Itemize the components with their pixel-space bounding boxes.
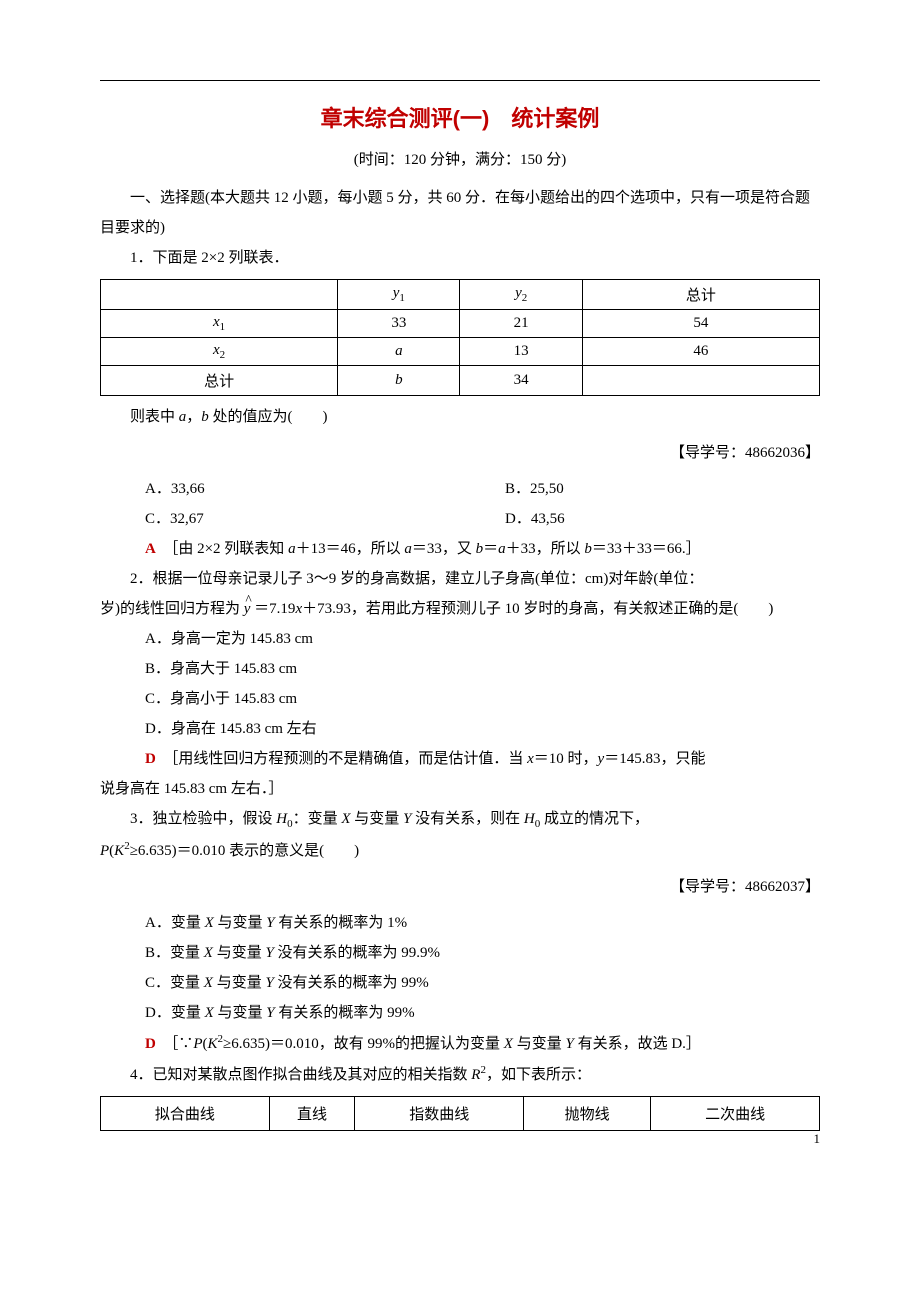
cell: 总计 xyxy=(582,280,819,310)
cell: a xyxy=(338,338,460,366)
q1-reference: 【导学号：48662036】 xyxy=(100,438,820,468)
q1-after-table: 则表中 a，b 处的值应为( ) xyxy=(100,402,820,432)
q2-option-d: D．身高在 145.83 cm 左右 xyxy=(100,714,820,744)
q2-option-b: B．身高大于 145.83 cm xyxy=(100,654,820,684)
cell: b xyxy=(338,366,460,396)
cell xyxy=(101,280,338,310)
q4-table: 拟合曲线 直线 指数曲线 抛物线 二次曲线 xyxy=(100,1096,820,1131)
cell: 21 xyxy=(460,310,582,338)
cell: 指数曲线 xyxy=(355,1097,524,1131)
document-title: 章末综合测评(一) 统计案例 xyxy=(100,101,820,133)
q2-option-a: A．身高一定为 145.83 cm xyxy=(100,624,820,654)
q3-option-a: A．变量 X 与变量 Y 有关系的概率为 1% xyxy=(100,908,820,938)
table-row: x1 33 21 54 xyxy=(101,310,820,338)
table-row: x2 a 13 46 xyxy=(101,338,820,366)
cell xyxy=(582,366,819,396)
answer-text: ［由 2×2 列联表知 a＋13＝46，所以 a＝33，又 b＝a＋33，所以 … xyxy=(156,541,701,557)
answer-letter: D xyxy=(145,1036,156,1052)
q1-table: y1 y2 总计 x1 33 21 54 x2 a 13 46 总计 b 34 xyxy=(100,279,820,396)
option-a: A．33,66 xyxy=(100,474,460,504)
table-row: 总计 b 34 xyxy=(101,366,820,396)
cell: 54 xyxy=(582,310,819,338)
answer-text: ［用线性回归方程预测的不是精确值，而是估计值．当 x＝10 时，y＝145.83… xyxy=(156,751,706,767)
q3-reference: 【导学号：48662037】 xyxy=(100,872,820,902)
cell: 拟合曲线 xyxy=(101,1097,270,1131)
cell: y1 xyxy=(338,280,460,310)
answer-text: ［∵P(K2≥6.635)＝0.010，故有 99%的把握认为变量 X 与变量 … xyxy=(156,1036,701,1052)
answer-letter: D xyxy=(145,751,156,767)
option-c: C．32,67 xyxy=(100,504,460,534)
option-b: B．25,50 xyxy=(460,474,820,504)
section-intro: 一、选择题(本大题共 12 小题，每小题 5 分，共 60 分．在每小题给出的四… xyxy=(100,183,820,243)
document-subtitle: (时间：120 分钟，满分：150 分) xyxy=(100,148,820,169)
q2-stem-line1: 2．根据一位母亲记录儿子 3～9 岁的身高数据，建立儿子身高(单位：cm)对年龄… xyxy=(100,564,820,594)
q2-answer: D ［用线性回归方程预测的不是精确值，而是估计值．当 x＝10 时，y＝145.… xyxy=(100,744,820,774)
cell: 34 xyxy=(460,366,582,396)
option-d: D．43,56 xyxy=(460,504,820,534)
q3-stem-line2: P(K2≥6.635)＝0.010 表示的意义是( ) xyxy=(100,835,820,866)
q3-answer: D ［∵P(K2≥6.635)＝0.010，故有 99%的把握认为变量 X 与变… xyxy=(100,1028,820,1059)
q3-option-d: D．变量 X 与变量 Y 有关系的概率为 99% xyxy=(100,998,820,1028)
table-row: 拟合曲线 直线 指数曲线 抛物线 二次曲线 xyxy=(101,1097,820,1131)
cell: 33 xyxy=(338,310,460,338)
cell: y2 xyxy=(460,280,582,310)
q1-options: A．33,66 C．32,67 B．25,50 D．43,56 xyxy=(100,474,820,534)
option-column: B．25,50 D．43,56 xyxy=(460,474,820,534)
top-rule xyxy=(100,80,820,81)
page-container: 章末综合测评(一) 统计案例 (时间：120 分钟，满分：150 分) 一、选择… xyxy=(0,0,920,1167)
q3-option-c: C．变量 X 与变量 Y 没有关系的概率为 99% xyxy=(100,968,820,998)
cell: x2 xyxy=(101,338,338,366)
answer-letter: A xyxy=(145,541,156,557)
page-number: 1 xyxy=(814,1131,821,1147)
cell: 二次曲线 xyxy=(651,1097,820,1131)
cell: 总计 xyxy=(101,366,338,396)
q4-stem: 4．已知对某散点图作拟合曲线及其对应的相关指数 R2，如下表所示： xyxy=(100,1059,820,1090)
q2-answer-cont: 说身高在 145.83 cm 左右．］ xyxy=(100,774,820,804)
cell: 13 xyxy=(460,338,582,366)
q1-answer: A ［由 2×2 列联表知 a＋13＝46，所以 a＝33，又 b＝a＋33，所… xyxy=(100,534,820,564)
cell: 46 xyxy=(582,338,819,366)
cell: x1 xyxy=(101,310,338,338)
cell: 抛物线 xyxy=(524,1097,651,1131)
option-column: A．33,66 C．32,67 xyxy=(100,474,460,534)
table-row: y1 y2 总计 xyxy=(101,280,820,310)
cell: 直线 xyxy=(269,1097,355,1131)
q1-stem: 1．下面是 2×2 列联表． xyxy=(100,243,820,273)
q2-option-c: C．身高小于 145.83 cm xyxy=(100,684,820,714)
q3-stem-line1: 3．独立检验中，假设 H0：变量 X 与变量 Y 没有关系，则在 H0 成立的情… xyxy=(100,804,820,835)
q3-option-b: B．变量 X 与变量 Y 没有关系的概率为 99.9% xyxy=(100,938,820,968)
q2-stem-line2: 岁)的线性回归方程为 y ＝7.19x＋73.93，若用此方程预测儿子 10 岁… xyxy=(100,594,820,624)
